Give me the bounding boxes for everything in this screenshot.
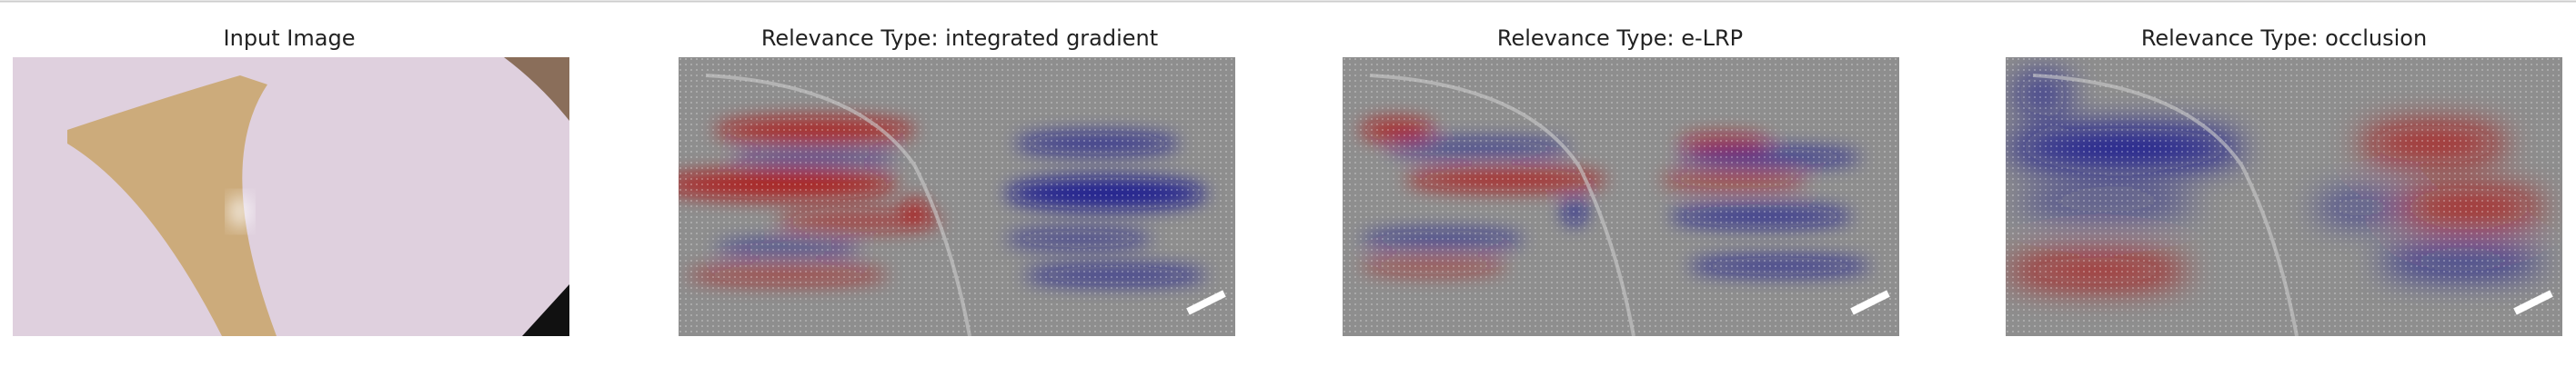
input-image (13, 57, 569, 336)
panel-title: Relevance Type: occlusion (2141, 25, 2427, 51)
panel-title: Relevance Type: e-LRP (1497, 25, 1743, 51)
panel-title: Relevance Type: integrated gradient (761, 25, 1158, 51)
relevance-map (2006, 57, 2562, 336)
panel-title: Input Image (224, 25, 356, 51)
relevance-map (1343, 57, 1899, 336)
relevance-map (679, 57, 1235, 336)
